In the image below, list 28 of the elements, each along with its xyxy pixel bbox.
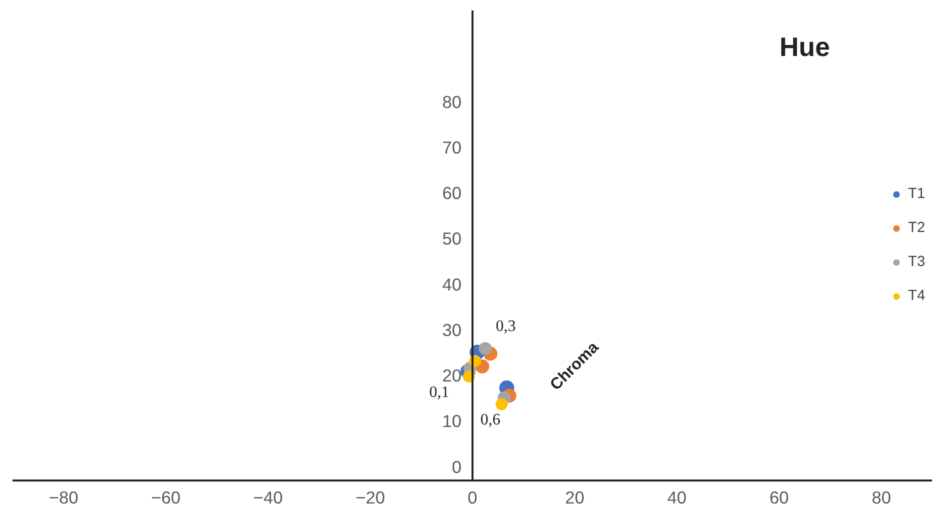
x-tick-label: −80 (48, 488, 78, 508)
y-tick-label: 30 (442, 320, 462, 340)
legend-label: T3 (908, 254, 926, 270)
annotation: 0,6 (480, 411, 500, 428)
x-tick-label: 60 (770, 488, 789, 508)
y-tick-label: 0 (452, 456, 462, 477)
annotation: 0,1 (429, 384, 450, 402)
y-tick-label: 70 (442, 137, 462, 158)
x-tick-label: 20 (565, 488, 584, 508)
y-tick-label: 40 (442, 274, 462, 294)
annotation: Hue (780, 32, 830, 62)
x-tick-label: 80 (872, 488, 892, 508)
legend-label: T2 (908, 220, 926, 236)
y-tick-label: 10 (442, 411, 462, 432)
point (478, 342, 492, 356)
y-tick-label: 60 (442, 183, 462, 204)
x-tick-label: 0 (468, 488, 478, 508)
x-tick-label: −60 (151, 488, 181, 508)
x-tick-label: −40 (253, 488, 283, 508)
y-tick-label: 80 (442, 92, 462, 112)
y-tick-label: 50 (442, 228, 462, 249)
x-tick-label: −20 (356, 488, 385, 508)
annotation: 0,3 (496, 318, 516, 335)
legend-label: T4 (908, 288, 926, 304)
legend-label: T1 (908, 186, 926, 202)
point (496, 398, 508, 410)
y-tick-label: 20 (442, 366, 462, 386)
x-tick-label: 40 (667, 488, 687, 508)
